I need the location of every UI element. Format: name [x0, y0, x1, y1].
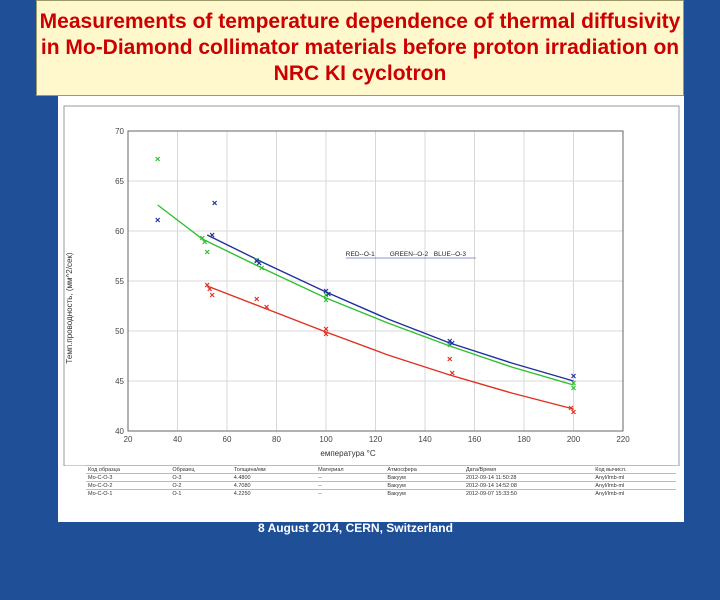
y-tick-label: 40 — [115, 427, 124, 436]
data-point — [256, 260, 262, 266]
table-cell: Anyl/Imb-ml — [593, 473, 676, 482]
footer-text: 8 August 2014, CERN, Switzerland — [258, 521, 453, 535]
y-tick-label: 55 — [115, 277, 124, 286]
table-cell: 4.7080 — [231, 481, 317, 490]
table-header-cell: Образец — [170, 465, 232, 474]
y-tick-label: 70 — [115, 127, 124, 136]
data-point — [323, 326, 329, 332]
x-axis-label: емпература °С — [320, 449, 375, 458]
x-tick-label: 220 — [616, 435, 630, 444]
table-cell: 4.4800 — [231, 473, 317, 482]
data-point — [155, 217, 161, 223]
y-tick-label: 50 — [115, 327, 124, 336]
chart-frame — [63, 105, 680, 466]
table-cell: Mo-C-O-2 — [86, 481, 171, 490]
x-tick-label: 40 — [173, 435, 182, 444]
data-point — [323, 297, 329, 303]
slide-title: Measurements of temperature dependence o… — [39, 10, 681, 85]
table-cell: Вакуум — [385, 473, 464, 482]
x-tick-label: 200 — [567, 435, 581, 444]
table-cell: 2012-09-14 11:50:28 — [463, 473, 594, 482]
legend-entry: BLUE--O-3 — [434, 251, 467, 258]
table-cell: Вакуум — [385, 489, 464, 497]
data-point — [326, 291, 331, 297]
data-point — [449, 340, 455, 346]
fit-line-green-o-2 — [157, 204, 574, 386]
title-box: Measurements of temperature dependence o… — [36, 0, 684, 96]
table-cell: O-1 — [170, 489, 232, 497]
table-header-cell: Толщина/мм — [231, 465, 317, 474]
table-cell: -- — [316, 473, 386, 482]
fit-line-blue-o-3 — [206, 234, 574, 382]
data-point — [571, 409, 576, 415]
chart-panel: Темп.проводность, (мм^2/сек) емпература … — [58, 96, 684, 522]
plot-border — [127, 130, 624, 432]
data-point — [447, 356, 453, 362]
table-row: Mo-C-O-3 O-3 4.4800 -- Вакуум 2012-09-14 11:5… — [86, 473, 676, 482]
data-point — [254, 296, 260, 302]
y-tick-label: 65 — [115, 177, 124, 186]
data-point — [204, 282, 210, 288]
x-tick-label: 60 — [223, 435, 232, 444]
table-body: Mo-C-O-3 O-3 4.4800 -- Вакуум 2012-09-14 11:5… — [86, 473, 676, 497]
x-tick-label: 140 — [418, 435, 432, 444]
data-point — [155, 156, 161, 162]
table-cell: O-2 — [170, 481, 232, 490]
table-cell: 2012-09-07 15:33:50 — [463, 489, 594, 497]
plot-area: 20 40 60 80 100 120 140 160 180 200 22040455055606… — [115, 127, 630, 444]
table-cell: Вакуум — [385, 481, 464, 490]
table-cell: Anyl/Imb-ml — [593, 489, 676, 497]
table-cell: O-3 — [170, 473, 232, 482]
data-point — [199, 235, 205, 241]
data-point — [212, 200, 218, 206]
data-point — [259, 265, 265, 271]
table-cell: 2012-09-14 14:52:08 — [463, 481, 594, 490]
data-point — [568, 405, 574, 411]
table-header-cell: Код вычисл. — [593, 465, 676, 474]
x-tick-label: 120 — [369, 435, 383, 444]
table-row: Mo-C-O-1 O-1 4.2250 -- Вакуум 2012-09-07 15:3… — [86, 489, 676, 497]
table-cell: -- — [316, 489, 386, 497]
data-point — [323, 331, 329, 337]
data-point — [207, 286, 213, 292]
x-tick-label: 80 — [272, 435, 281, 444]
x-tick-label: 100 — [319, 435, 333, 444]
chart: Темп.проводность, (мм^2/сек) емпература … — [63, 105, 680, 466]
table-cell: -- — [316, 481, 386, 490]
data-point — [209, 232, 215, 238]
table-cell: Mo-C-O-1 — [86, 489, 171, 497]
x-tick-label: 20 — [124, 435, 133, 444]
legend-entry: RED--O-1 — [346, 251, 375, 258]
sample-table: Код образца Образец Толщина/мм Материал Атмо… — [86, 465, 676, 497]
table-header-cell: Атмосфера — [385, 465, 464, 474]
data-point — [204, 249, 210, 255]
table-header-cell: Материал — [316, 465, 386, 474]
y-tick-label: 45 — [115, 377, 124, 386]
x-tick-label: 180 — [517, 435, 531, 444]
y-axis-label: Темп.проводность, (мм^2/сек) — [65, 252, 74, 363]
table-header-cell: Дата/Время — [463, 465, 594, 474]
data-point — [264, 304, 270, 310]
data-point — [209, 292, 215, 298]
data-point — [571, 380, 576, 386]
table-row: Mo-C-O-2 O-2 4.7080 -- Вакуум 2012-09-14 14:5… — [86, 481, 676, 490]
table-cell: Mo-C-O-3 — [86, 473, 171, 482]
data-point — [449, 370, 455, 376]
legend-entry: GREEN--O-2 — [390, 251, 429, 258]
data-point — [571, 373, 576, 379]
table-cell: Anyl/Imb-ml — [593, 481, 676, 490]
table-header-cell: Код образца — [86, 465, 171, 474]
data-point — [202, 239, 208, 245]
table-header-row: Код образца Образец Толщина/мм Материал Атмо… — [86, 465, 676, 474]
x-tick-label: 160 — [468, 435, 482, 444]
data-point — [571, 385, 576, 391]
y-tick-label: 60 — [115, 227, 124, 236]
table-cell: 4.2250 — [231, 489, 317, 497]
fit-line-red-o-1 — [206, 285, 574, 410]
